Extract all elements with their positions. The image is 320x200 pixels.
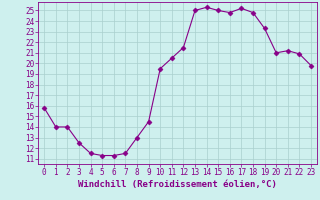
X-axis label: Windchill (Refroidissement éolien,°C): Windchill (Refroidissement éolien,°C) <box>78 180 277 189</box>
